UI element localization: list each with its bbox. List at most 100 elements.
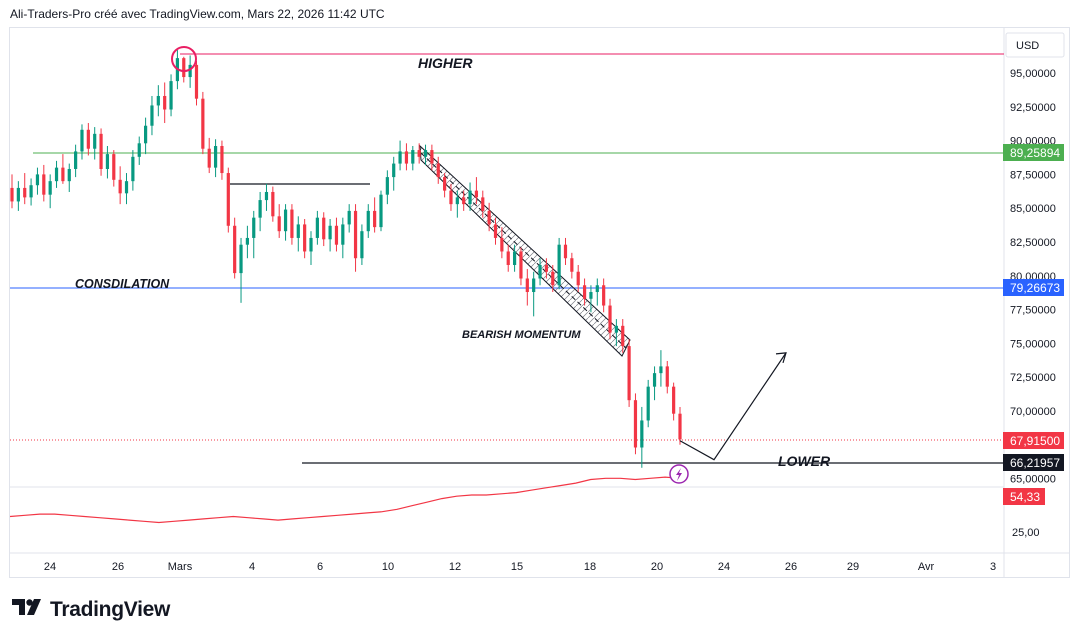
- candle-body[interactable]: [144, 125, 148, 144]
- candle-body[interactable]: [602, 285, 606, 306]
- candle-body[interactable]: [576, 271, 580, 286]
- candle-body[interactable]: [341, 224, 345, 245]
- candle-body[interactable]: [468, 190, 472, 205]
- candle-body[interactable]: [652, 373, 657, 387]
- candle-body[interactable]: [137, 143, 141, 157]
- candle-body[interactable]: [570, 258, 574, 272]
- candle-body[interactable]: [347, 210, 351, 225]
- candle-body[interactable]: [124, 181, 129, 194]
- candle-body[interactable]: [633, 400, 638, 448]
- projection-arrow[interactable]: [679, 352, 787, 461]
- candle-body[interactable]: [182, 58, 186, 78]
- candle-body[interactable]: [277, 216, 281, 232]
- candle-body[interactable]: [589, 292, 593, 299]
- candle-body[interactable]: [201, 98, 205, 149]
- candle-body[interactable]: [462, 197, 466, 205]
- candle-body[interactable]: [392, 163, 396, 178]
- candle-body[interactable]: [118, 179, 122, 194]
- candle-body[interactable]: [423, 150, 428, 157]
- candle-body[interactable]: [252, 217, 256, 238]
- candle-body[interactable]: [500, 237, 504, 252]
- bearish-channel[interactable]: [419, 144, 631, 357]
- tradingview-logo[interactable]: TradingView: [12, 597, 170, 623]
- candle-body[interactable]: [404, 151, 409, 164]
- candle-body[interactable]: [353, 210, 358, 259]
- candle-body[interactable]: [290, 209, 294, 238]
- candle-body[interactable]: [627, 346, 631, 401]
- candle-body[interactable]: [474, 190, 479, 198]
- candle-body[interactable]: [563, 244, 568, 259]
- candle-body[interactable]: [373, 210, 377, 228]
- candle-body[interactable]: [131, 156, 135, 182]
- candle-body[interactable]: [398, 151, 402, 164]
- annotation-consolidation[interactable]: CONSDILATION: [75, 277, 170, 291]
- candle-body[interactable]: [10, 187, 14, 202]
- candle-body[interactable]: [283, 209, 288, 232]
- candle-body[interactable]: [595, 285, 599, 293]
- candle-body[interactable]: [303, 224, 307, 252]
- candle-body[interactable]: [334, 225, 339, 245]
- candle-body[interactable]: [264, 191, 269, 201]
- candle-body[interactable]: [194, 64, 199, 99]
- candle-body[interactable]: [54, 167, 59, 182]
- candle-body[interactable]: [366, 210, 370, 232]
- candle-body[interactable]: [436, 163, 440, 178]
- candle-body[interactable]: [525, 278, 529, 293]
- candle-body[interactable]: [245, 237, 249, 245]
- candle-body[interactable]: [99, 133, 103, 169]
- candle-body[interactable]: [239, 244, 243, 274]
- candle-body[interactable]: [93, 133, 97, 149]
- candle-body[interactable]: [328, 225, 332, 240]
- candle-body[interactable]: [672, 386, 676, 414]
- candle-body[interactable]: [646, 386, 650, 421]
- candle-body[interactable]: [430, 150, 434, 164]
- candle-body[interactable]: [519, 251, 523, 279]
- candle-body[interactable]: [169, 81, 173, 110]
- candle-body[interactable]: [226, 173, 230, 226]
- candle-body[interactable]: [258, 200, 262, 218]
- candle-body[interactable]: [493, 224, 498, 238]
- candle-body[interactable]: [665, 366, 669, 387]
- candle-body[interactable]: [315, 217, 319, 238]
- candle-body[interactable]: [532, 278, 536, 293]
- candle-body[interactable]: [608, 305, 612, 333]
- candle-body[interactable]: [640, 420, 644, 448]
- currency-box[interactable]: [1005, 32, 1065, 58]
- candle-body[interactable]: [296, 224, 300, 238]
- candle-body[interactable]: [678, 413, 682, 440]
- candle-body[interactable]: [309, 237, 313, 252]
- candle-body[interactable]: [512, 251, 517, 265]
- candle-body[interactable]: [443, 177, 447, 191]
- candle-body[interactable]: [213, 146, 218, 168]
- candle-body[interactable]: [105, 154, 110, 169]
- candle-body[interactable]: [61, 167, 65, 182]
- candle-body[interactable]: [207, 148, 211, 168]
- candle-body[interactable]: [621, 325, 625, 347]
- high-highlight-circle[interactable]: [171, 46, 197, 72]
- candle-body[interactable]: [411, 150, 415, 164]
- candle-body[interactable]: [16, 187, 20, 202]
- candle-body[interactable]: [455, 197, 459, 205]
- candle-body[interactable]: [80, 129, 84, 152]
- candle-body[interactable]: [233, 225, 237, 274]
- candle-body[interactable]: [379, 194, 383, 228]
- candle-body[interactable]: [506, 251, 510, 265]
- candle-body[interactable]: [29, 185, 33, 198]
- annotation-lower[interactable]: LOWER: [778, 453, 831, 469]
- candle-body[interactable]: [487, 210, 491, 225]
- candle-body[interactable]: [385, 177, 389, 195]
- candle-body[interactable]: [417, 150, 421, 157]
- candle-body[interactable]: [582, 285, 587, 299]
- candle-body[interactable]: [538, 264, 542, 279]
- candle-body[interactable]: [481, 197, 485, 211]
- candle-body[interactable]: [156, 95, 160, 106]
- candle-body[interactable]: [74, 151, 78, 169]
- candle-body[interactable]: [322, 217, 326, 240]
- candle-body[interactable]: [557, 244, 561, 286]
- candle-body[interactable]: [86, 129, 90, 149]
- candle-body[interactable]: [112, 154, 116, 180]
- candle-body[interactable]: [449, 190, 453, 205]
- candle-body[interactable]: [659, 366, 663, 374]
- candle-body[interactable]: [67, 168, 71, 182]
